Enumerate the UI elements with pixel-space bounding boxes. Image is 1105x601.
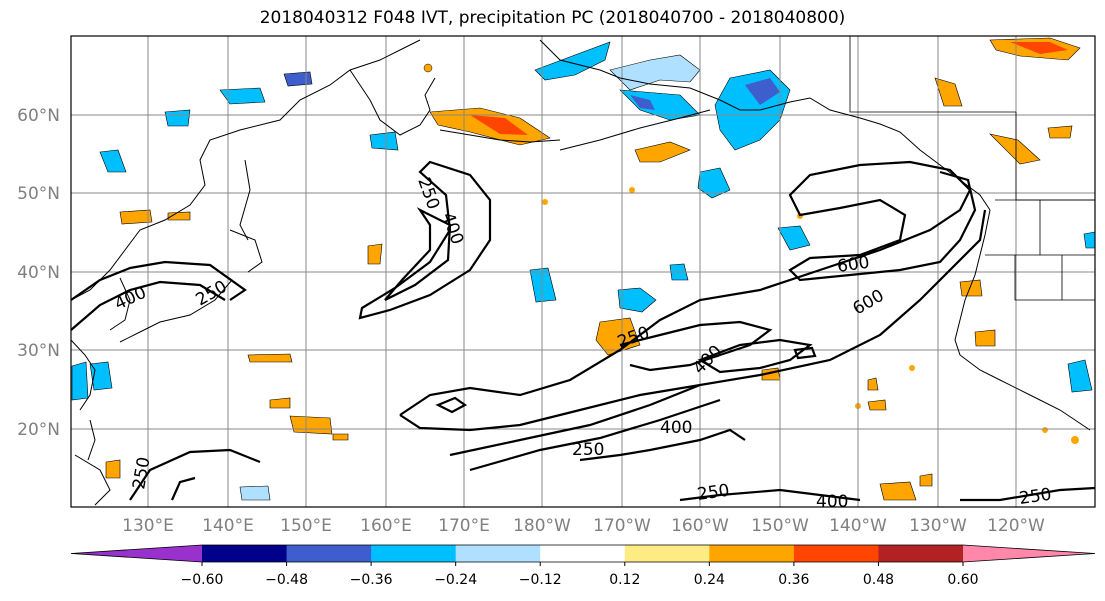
lon-label: 170°W [593,516,651,536]
precip-shading [71,37,1096,501]
colorbar-tick-label: −0.48 [265,572,308,588]
colorbar-segment [286,545,372,562]
contour-label: 250 [696,481,731,505]
lon-label: 140°E [202,516,254,536]
lon-label: 170°E [438,516,490,536]
lat-label: 20°N [17,420,60,440]
colorbar-tick-label: 0.48 [863,572,894,588]
lon-label: 130°E [122,516,174,536]
lon-label: 140°W [829,516,887,536]
lon-labels: 130°E 140°E 150°E 160°E 170°E 180°W 170°… [122,516,1045,536]
figure-title: 2018040312 F048 IVT, precipitation PC (2… [259,8,846,28]
colorbar-tick-label: −0.24 [434,572,477,588]
political-borders [849,36,1095,301]
colorbar-tick-label: 0.60 [947,572,978,588]
lon-label: 160°E [360,516,412,536]
lat-label: 30°N [17,341,60,361]
contour-label: 250 [1018,485,1053,509]
contour-label: 400 [660,418,692,438]
contour-label: 400 [816,492,848,512]
coastlines [70,39,1091,506]
colorbar-segment [540,545,626,562]
graticule [71,36,1095,507]
colorbar-segment [793,545,879,562]
ivt-contours [70,160,1096,502]
lat-label: 60°N [17,106,60,126]
lat-label: 50°N [17,184,60,204]
lon-label: 150°W [751,516,809,536]
colorbar-segment [709,545,795,562]
colorbar-segment [624,545,710,562]
lon-label: 130°W [909,516,967,536]
colorbar-tick-label: −0.36 [350,572,393,588]
colorbar: −0.60 −0.48 −0.36 −0.24 −0.12 0.12 0.24 0.36 0.4… [70,544,1096,588]
contour-label: 600 [836,253,871,277]
colorbar-tick-label: 0.24 [694,572,725,588]
colorbar-tick-label: −0.12 [519,572,562,588]
lon-label: 160°W [671,516,729,536]
colorbar-segment [455,545,541,562]
map-frame [70,35,1096,508]
contour-label: 250 [572,440,604,460]
colorbar-extend-high [963,545,1095,562]
lat-label: 40°N [17,263,60,283]
colorbar-tick-label: −0.60 [181,572,224,588]
colorbar-segment [878,545,964,562]
colorbar-segment [202,545,288,562]
lat-labels: 60°N 50°N 40°N 30°N 20°N [17,106,60,440]
colorbar-tick-label: 0.12 [609,572,640,588]
lon-label: 150°E [280,516,332,536]
colorbar-extend-low [71,545,202,562]
lon-label: 120°W [987,516,1045,536]
colorbar-segment [371,545,457,562]
colorbar-tick-label: 0.36 [778,572,809,588]
lon-label: 180°W [513,516,571,536]
